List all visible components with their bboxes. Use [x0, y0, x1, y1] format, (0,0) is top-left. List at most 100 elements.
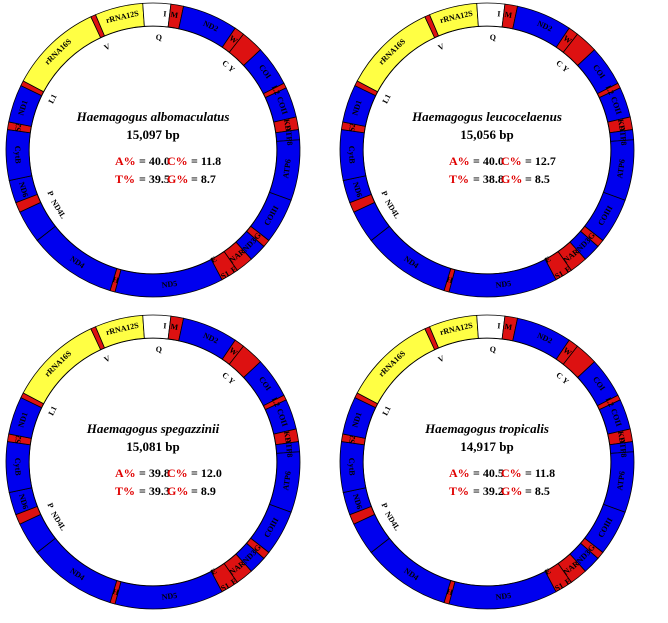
gene-label: ND6 — [351, 181, 364, 199]
gene-label: L2 — [604, 84, 616, 96]
base-label: G% — [167, 484, 188, 498]
base-value: = 11.8 — [191, 154, 221, 168]
genome-length: 15,097 bp — [126, 127, 179, 142]
base-value: = 40.5 — [473, 466, 504, 480]
base-label: C% — [501, 466, 522, 480]
gene-label: W — [561, 345, 573, 357]
gene-label: ND5 — [161, 591, 178, 602]
gene-label: L1 — [46, 405, 58, 417]
base-label: C% — [167, 154, 188, 168]
gene-label: P — [45, 189, 55, 197]
gene-label: L2 — [270, 396, 282, 408]
gene-label: ND5 — [495, 591, 512, 602]
gene-label: I — [163, 321, 167, 330]
inner-circle — [362, 337, 612, 587]
gene-segment — [114, 258, 223, 298]
gene-label: ND4L — [383, 198, 402, 220]
base-value: = 8.5 — [525, 484, 550, 498]
gene-label: S1 — [553, 269, 565, 281]
gene-label: E — [543, 566, 552, 576]
gene-label: C — [554, 58, 564, 69]
gene-label: S2 — [13, 435, 23, 445]
gene-label: KD — [616, 118, 627, 132]
gene-label: ATP8 — [617, 438, 628, 458]
species-name: Haemagogus spegazzinii — [86, 421, 220, 436]
gene-label: P — [379, 501, 389, 509]
gene-label: Q — [490, 345, 497, 354]
gene-label: L1 — [380, 405, 392, 417]
gene-segment — [356, 328, 436, 405]
base-value: = 40.0 — [473, 154, 504, 168]
base-value: = 39.2 — [473, 484, 504, 498]
gene-segment — [22, 16, 102, 93]
gene-segment — [476, 2, 506, 28]
gene-label: Y — [560, 376, 571, 387]
gene-label: ND6 — [17, 493, 30, 511]
gene-label: G — [586, 231, 597, 242]
gene-label: ND4L — [383, 510, 402, 532]
base-label: C% — [167, 466, 188, 480]
base-label: A% — [115, 154, 136, 168]
gene-label: L2 — [604, 396, 616, 408]
base-value: = 39.3 — [139, 484, 170, 498]
base-value: = 8.5 — [525, 172, 550, 186]
gene-label: C — [220, 370, 230, 381]
gene-label: M — [170, 322, 179, 332]
gene-label: P — [379, 189, 389, 197]
gene-label: L2 — [270, 84, 282, 96]
gene-segment — [20, 392, 45, 409]
gene-label: ATP6 — [281, 159, 293, 179]
gene-label: W — [227, 345, 239, 357]
gene-label: Y — [226, 64, 237, 75]
gene-segment — [356, 16, 436, 93]
gene-label: ATP6 — [615, 159, 627, 179]
genome-length: 15,081 bp — [126, 439, 179, 454]
gene-label: ATP8 — [617, 126, 628, 146]
gene-label: F — [229, 576, 238, 586]
gene-label: W — [561, 33, 573, 45]
species-name: Haemagogus tropicalis — [424, 421, 549, 436]
gene-label: S2 — [347, 435, 357, 445]
gene-label: S1 — [219, 269, 231, 281]
gene-label: ND5 — [495, 279, 512, 290]
gene-label: KD — [282, 430, 293, 444]
base-value: = 12.0 — [191, 466, 222, 480]
gene-label: CytB — [13, 146, 23, 165]
base-value: = 40.0 — [139, 154, 170, 168]
gene-label: ATP6 — [615, 471, 627, 491]
base-label: G% — [167, 172, 188, 186]
base-label: G% — [501, 484, 522, 498]
gene-label: C — [220, 58, 230, 69]
gene-segment — [142, 2, 172, 28]
gene-segment — [114, 570, 223, 610]
gene-segment — [354, 392, 379, 409]
gene-label: P — [45, 501, 55, 509]
gene-segment — [448, 258, 557, 298]
gene-label: M — [504, 10, 513, 20]
gene-segment — [20, 80, 45, 97]
gene-label: C — [554, 370, 564, 381]
genome-length: 14,917 bp — [460, 439, 513, 454]
gene-label: E — [209, 254, 218, 264]
gene-label: CytB — [347, 146, 357, 165]
base-value: = 11.8 — [525, 466, 555, 480]
gene-label: F — [563, 264, 572, 274]
base-label: T% — [449, 172, 469, 186]
inner-circle — [28, 337, 278, 587]
gene-label: H — [445, 587, 454, 598]
gene-label: S1 — [219, 581, 231, 593]
gene-label: CytB — [347, 458, 357, 477]
gene-label: V — [437, 354, 446, 365]
gene-label: H — [111, 275, 120, 286]
base-label: A% — [449, 466, 470, 480]
gene-label: ND4L — [49, 510, 68, 532]
gene-segment — [22, 328, 102, 405]
gene-label: I — [497, 9, 501, 18]
base-label: T% — [449, 484, 469, 498]
gene-label: CytB — [13, 458, 23, 477]
gene-label: F — [563, 576, 572, 586]
gene-label: E — [543, 254, 552, 264]
